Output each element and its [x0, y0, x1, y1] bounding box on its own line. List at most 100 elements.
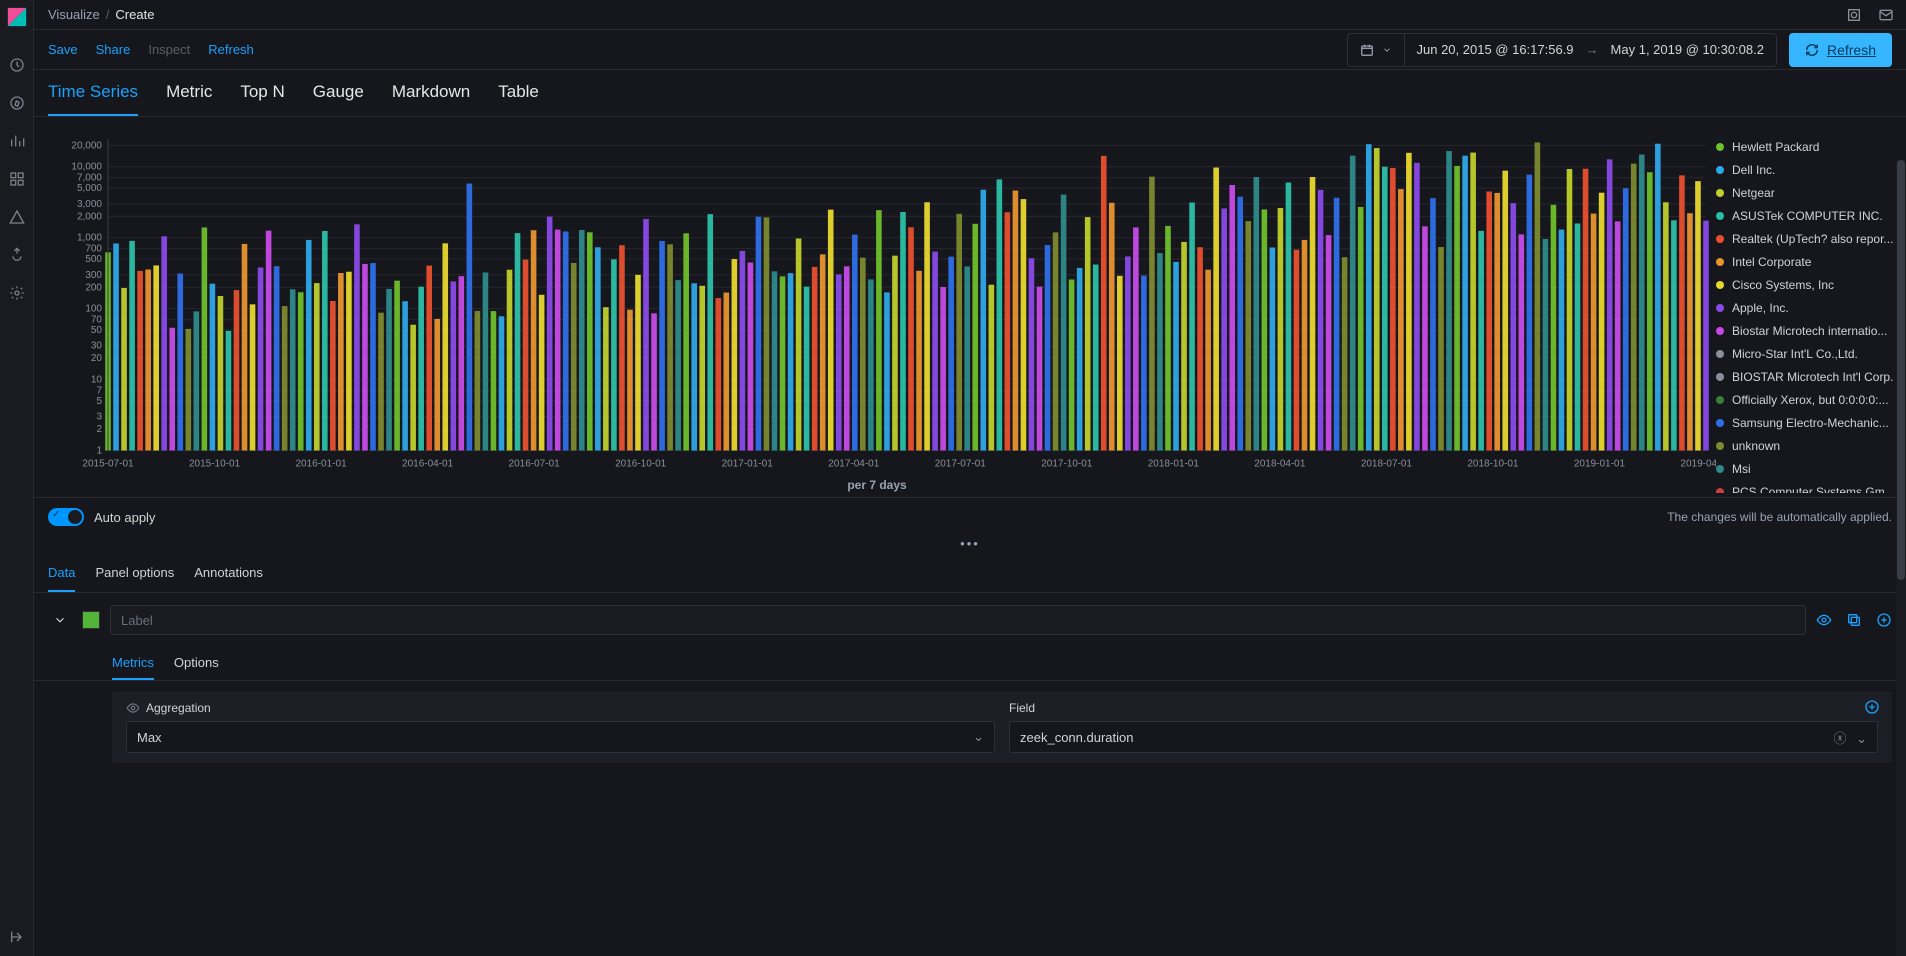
arrow-right-icon: → [1586, 42, 1599, 57]
svg-text:5: 5 [96, 396, 102, 407]
svg-text:7: 7 [96, 386, 102, 397]
svg-text:1: 1 [96, 446, 102, 457]
metrics-tab-options[interactable]: Options [174, 647, 219, 680]
field-label: Field [1009, 701, 1878, 715]
legend-label: Biostar Microtech internatio... [1732, 324, 1887, 338]
field-select[interactable]: zeek_conn.duration ⓧ ⌄ [1009, 721, 1878, 753]
aggregation-panel: Aggregation Max ⌄ Field zeek_conn.durati… [112, 691, 1892, 763]
legend-item[interactable]: Apple, Inc. [1716, 296, 1896, 319]
panel-collapse-handle[interactable]: ••• [34, 536, 1906, 555]
legend-dot [1716, 166, 1724, 174]
svg-text:2016-04-01: 2016-04-01 [402, 459, 454, 470]
collapse-nav-icon[interactable] [8, 928, 26, 946]
legend-label: ASUSTek COMPUTER INC. [1732, 209, 1883, 223]
legend-label: Realtek (UpTech? also repor... [1732, 232, 1893, 246]
legend-dot [1716, 373, 1724, 381]
legend-label: unknown [1732, 439, 1780, 453]
series-label-input[interactable] [110, 605, 1806, 635]
legend-label: Netgear [1732, 186, 1775, 200]
vis-tab-table[interactable]: Table [498, 82, 539, 116]
vis-tab-markdown[interactable]: Markdown [392, 82, 470, 116]
refresh-button-label: Refresh [1827, 42, 1876, 58]
legend-item[interactable]: Dell Inc. [1716, 158, 1896, 181]
legend-dot [1716, 235, 1724, 243]
legend-label: Hewlett Packard [1732, 140, 1819, 154]
aggregation-label: Aggregation [126, 701, 995, 715]
legend-item[interactable]: Realtek (UpTech? also repor... [1716, 227, 1896, 250]
save-link[interactable]: Save [48, 42, 78, 57]
legend-item[interactable]: unknown [1716, 434, 1896, 457]
series-collapse-button[interactable] [48, 608, 72, 632]
date-range[interactable]: Jun 20, 2015 @ 16:17:56.9 → May 1, 2019 … [1405, 34, 1776, 66]
cfg-tab-panel-options[interactable]: Panel options [95, 555, 174, 592]
legend-item[interactable]: Officially Xerox, but 0:0:0:0:... [1716, 388, 1896, 411]
vis-tab-top-n[interactable]: Top N [240, 82, 284, 116]
svg-text:1,000: 1,000 [77, 233, 102, 244]
breadcrumb-parent[interactable]: Visualize [48, 7, 100, 22]
clone-icon[interactable] [1846, 612, 1862, 628]
legend-item[interactable]: Cisco Systems, Inc [1716, 273, 1896, 296]
legend-item[interactable]: PCS Computer Systems Gm... [1716, 480, 1896, 493]
legend-item[interactable]: Biostar Microtech internatio... [1716, 319, 1896, 342]
svg-text:2016-01-01: 2016-01-01 [295, 459, 347, 470]
legend-label: Msi [1732, 462, 1751, 476]
dashboard-icon[interactable] [8, 170, 26, 188]
vis-tab-time-series[interactable]: Time Series [48, 82, 138, 116]
series-color-chip[interactable] [82, 611, 100, 629]
discover-icon[interactable] [8, 94, 26, 112]
alert-icon[interactable] [8, 208, 26, 226]
legend-dot [1716, 143, 1724, 151]
visualize-icon[interactable] [8, 132, 26, 150]
chart-legend: Hewlett Packard Dell Inc. Netgear ASUSTek C… [1716, 129, 1896, 493]
legend-dot [1716, 442, 1724, 450]
vis-tab-gauge[interactable]: Gauge [313, 82, 364, 116]
share-link[interactable]: Share [96, 42, 131, 57]
svg-text:3,000: 3,000 [77, 199, 102, 210]
legend-label: BIOSTAR Microtech Int'l Corp. [1732, 370, 1893, 384]
legend-item[interactable]: Samsung Electro-Mechanic... [1716, 411, 1896, 434]
auto-apply-toggle[interactable] [48, 508, 84, 526]
date-picker[interactable]: Jun 20, 2015 @ 16:17:56.9 → May 1, 2019 … [1347, 33, 1777, 67]
management-icon[interactable] [8, 284, 26, 302]
toolbar: Save Share Inspect Refresh Jun 20, 2015 … [34, 30, 1906, 70]
svg-text:2015-10-01: 2015-10-01 [189, 459, 241, 470]
legend-item[interactable]: ASUSTek COMPUTER INC. [1716, 204, 1896, 227]
cfg-tab-annotations[interactable]: Annotations [194, 555, 263, 592]
legend-item[interactable]: Intel Corporate [1716, 250, 1896, 273]
legend-dot [1716, 465, 1724, 473]
legend-label: PCS Computer Systems Gm... [1732, 485, 1895, 494]
legend-item[interactable]: Hewlett Packard [1716, 135, 1896, 158]
recent-icon[interactable] [8, 56, 26, 74]
svg-text:5,000: 5,000 [77, 183, 102, 194]
time-series-chart: 1235710203050701002003005007001,0002,000… [38, 129, 1716, 474]
cfg-tab-data[interactable]: Data [48, 555, 75, 592]
legend-item[interactable]: Msi [1716, 457, 1896, 480]
legend-item[interactable]: Micro-Star Int'L Co.,Ltd. [1716, 342, 1896, 365]
visibility-icon[interactable] [1816, 612, 1832, 628]
refresh-link[interactable]: Refresh [208, 42, 254, 57]
svg-text:2016-07-01: 2016-07-01 [509, 459, 561, 470]
legend-item[interactable]: BIOSTAR Microtech Int'l Corp. [1716, 365, 1896, 388]
aggregation-select[interactable]: Max ⌄ [126, 721, 995, 753]
vis-tab-metric[interactable]: Metric [166, 82, 212, 116]
svg-text:2,000: 2,000 [77, 211, 102, 222]
metrics-tab-metrics[interactable]: Metrics [112, 647, 154, 680]
clear-field-icon[interactable]: ⓧ [1833, 731, 1846, 746]
svg-text:3: 3 [96, 412, 102, 423]
svg-text:2019-04-01: 2019-04-01 [1680, 459, 1716, 470]
add-series-icon[interactable] [1876, 612, 1892, 628]
legend-dot [1716, 304, 1724, 312]
refresh-button[interactable]: Refresh [1789, 33, 1892, 67]
devtools-icon[interactable] [8, 246, 26, 264]
series-row [34, 593, 1906, 647]
kibana-logo[interactable] [6, 6, 28, 28]
date-quick-button[interactable] [1348, 34, 1405, 66]
legend-label: Cisco Systems, Inc [1732, 278, 1834, 292]
add-aggregation-icon[interactable] [1864, 699, 1880, 720]
date-from: Jun 20, 2015 @ 16:17:56.9 [1417, 42, 1574, 57]
chevron-down-icon: ⌄ [1856, 731, 1867, 746]
legend-dot [1716, 281, 1724, 289]
legend-label: Intel Corporate [1732, 255, 1811, 269]
scrollbar[interactable] [1896, 160, 1906, 956]
legend-item[interactable]: Netgear [1716, 181, 1896, 204]
